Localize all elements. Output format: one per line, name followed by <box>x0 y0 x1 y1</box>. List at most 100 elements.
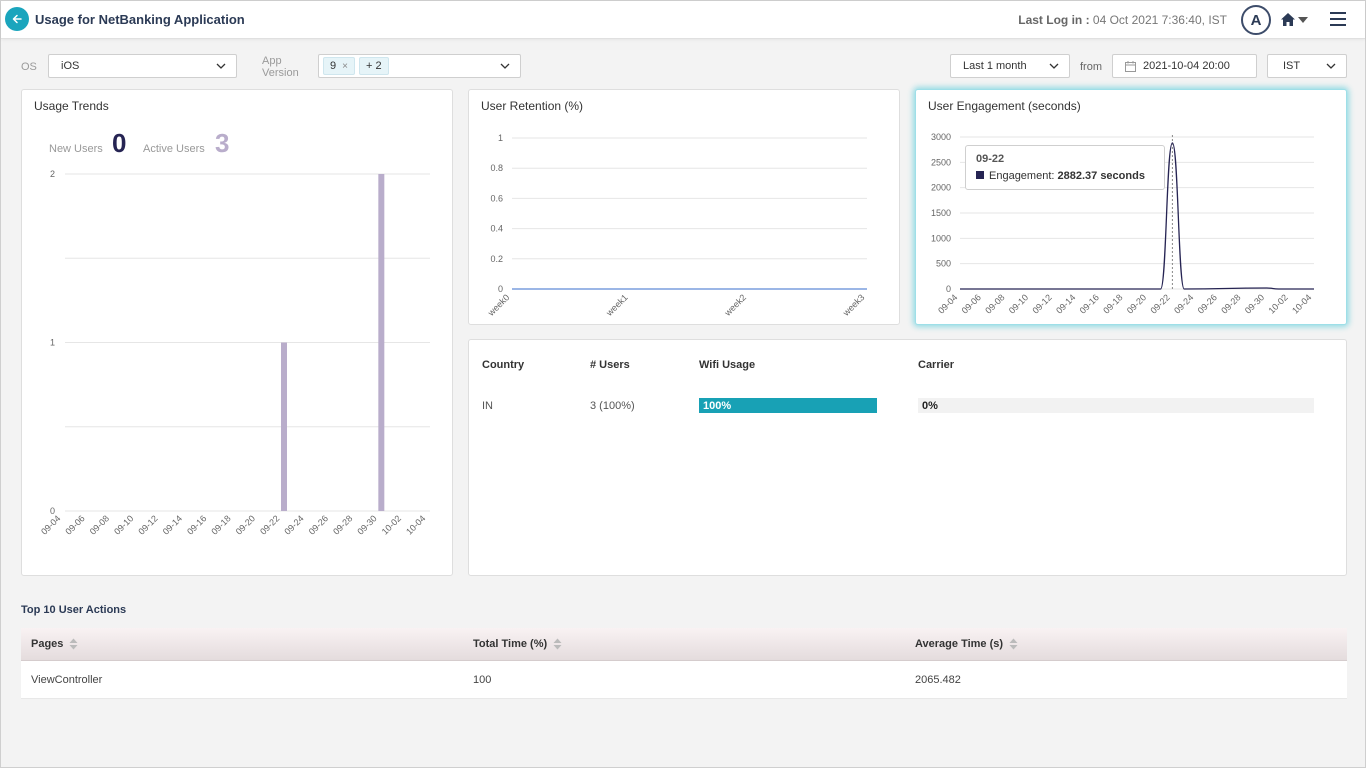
x-tick-label: 09-30 <box>355 513 378 536</box>
top-actions-table-header: Pages Total Time (%) Average Time (s) <box>21 628 1347 661</box>
back-button[interactable] <box>5 7 29 31</box>
timezone-value: IST <box>1283 60 1301 72</box>
user-avatar[interactable]: A <box>1241 5 1271 35</box>
top-actions-title: Top 10 User Actions <box>21 604 127 616</box>
x-tick-label: 10-02 <box>380 513 403 536</box>
carrier-header: Carrier <box>918 359 955 371</box>
users-header: # Users <box>590 359 630 371</box>
total-time-header-label: Total Time (%) <box>473 638 548 650</box>
y-tick-label: 2000 <box>931 183 951 193</box>
x-tick-label: 09-26 <box>307 513 330 536</box>
tooltip-value: 2882.37 seconds <box>1057 170 1145 182</box>
chip-remove-button[interactable]: × <box>342 60 348 72</box>
caret-down-icon <box>1298 16 1308 23</box>
date-range-select[interactable]: Last 1 month <box>950 54 1070 78</box>
y-tick-label: 0.8 <box>490 163 503 173</box>
chevron-down-icon <box>1049 63 1059 69</box>
series-line <box>960 142 1314 290</box>
wifi-usage-bar: 100% <box>699 398 877 413</box>
x-tick-label: 09-04 <box>39 513 62 536</box>
active-users-label: Active Users <box>143 143 205 155</box>
pages-column-header[interactable]: Pages <box>31 638 78 650</box>
page-title: Usage for NetBanking Application <box>35 12 245 27</box>
from-date-value: 2021-10-04 20:00 <box>1143 60 1230 72</box>
from-date-input[interactable]: 2021-10-04 20:00 <box>1112 54 1257 78</box>
bar <box>378 174 385 511</box>
user-retention-card: User Retention (%) 0 0.2 0.4 0.6 0.8 1 week0 we… <box>468 89 900 325</box>
total-time-cell: 100 <box>473 674 492 686</box>
x-tick-label: 09-12 <box>1030 292 1053 315</box>
sort-icon <box>553 638 562 650</box>
x-tick-label: week3 <box>840 292 866 318</box>
x-tick-label: week1 <box>604 292 630 318</box>
y-tick-label: 0 <box>946 284 951 294</box>
x-tick-label: 09-28 <box>1219 292 1242 315</box>
app-version-select[interactable]: 9 × + 2 <box>318 54 521 78</box>
x-tick-label: 09-24 <box>282 513 305 536</box>
x-tick-label: 09-20 <box>234 513 257 536</box>
x-tick-label: week2 <box>722 292 748 318</box>
series-swatch <box>976 171 984 179</box>
average-time-cell: 2065.482 <box>915 674 961 686</box>
y-tick-label: 3000 <box>931 132 951 142</box>
table-row: ViewController 100 2065.482 <box>21 661 1347 699</box>
x-tick-label: 09-20 <box>1125 292 1148 315</box>
average-time-column-header[interactable]: Average Time (s) <box>915 638 1018 650</box>
x-tick-label: 09-10 <box>1007 292 1030 315</box>
app-version-label: App Version <box>262 55 299 79</box>
x-tick-label: 09-16 <box>185 513 208 536</box>
usage-trends-card: Usage Trends New Users 0 Active Users 3 … <box>21 89 453 576</box>
user-engagement-card[interactable]: User Engagement (seconds) 0 500 1000 1500 20… <box>915 89 1347 325</box>
x-tick-label: 09-06 <box>63 513 86 536</box>
average-time-header-label: Average Time (s) <box>915 638 1004 650</box>
x-tick-label: 09-12 <box>136 513 159 536</box>
x-tick-label: 09-04 <box>936 292 959 315</box>
total-time-column-header[interactable]: Total Time (%) <box>473 638 562 650</box>
x-tick-label: 09-30 <box>1243 292 1266 315</box>
y-tick-label: 1500 <box>931 208 951 218</box>
y-tick-label: 0.4 <box>490 224 503 234</box>
os-select[interactable]: iOS <box>48 54 237 78</box>
tooltip-label: Engagement: <box>989 170 1058 182</box>
engagement-tooltip: 09-22 Engagement: 2882.37 seconds <box>965 145 1165 190</box>
tooltip-body: Engagement: 2882.37 seconds <box>976 170 1154 182</box>
x-tick-label: 09-26 <box>1196 292 1219 315</box>
y-tick-label: 1 <box>50 338 55 348</box>
timezone-select[interactable]: IST <box>1267 54 1347 78</box>
sort-icon <box>69 638 78 650</box>
user-engagement-title: User Engagement (seconds) <box>928 99 1081 113</box>
x-tick-label: 09-08 <box>983 292 1006 315</box>
user-retention-title: User Retention (%) <box>481 99 584 113</box>
last-login-label: Last Log in : <box>1018 13 1090 27</box>
hamburger-menu-icon[interactable] <box>1330 12 1346 26</box>
x-tick-label: 09-18 <box>1101 292 1124 315</box>
app-version-more-chip[interactable]: + 2 <box>358 57 389 75</box>
os-select-value: iOS <box>61 60 80 72</box>
x-tick-label: 10-04 <box>404 513 427 536</box>
sort-icon <box>1009 638 1018 650</box>
usage-trends-title: Usage Trends <box>34 99 109 113</box>
x-tick-label: 10-04 <box>1290 292 1313 315</box>
home-menu[interactable] <box>1280 12 1308 27</box>
y-tick-label: 1 <box>498 133 503 143</box>
date-range-value: Last 1 month <box>963 60 1027 72</box>
chevron-down-icon <box>1326 63 1336 69</box>
wifi-usage-header: Wifi Usage <box>699 359 756 371</box>
country-cell: IN <box>482 400 493 412</box>
bar <box>281 342 287 511</box>
x-tick-label: 09-14 <box>161 513 184 536</box>
x-tick-label: 09-16 <box>1078 292 1101 315</box>
user-retention-chart: 0 0.2 0.4 0.6 0.8 1 week0 week1 week2 week3 <box>485 133 867 319</box>
pages-header-label: Pages <box>31 638 64 650</box>
app-version-label-line1: App <box>262 55 282 67</box>
carrier-bar: 0% <box>918 398 1314 413</box>
app-version-chip-label: 9 <box>330 60 337 72</box>
x-tick-label: 09-28 <box>331 513 354 536</box>
arrow-left-icon <box>12 14 22 24</box>
x-tick-label: week0 <box>485 292 511 318</box>
last-login-info: Last Log in : 04 Oct 2021 7:36:40, IST <box>1018 13 1227 27</box>
y-tick-label: 500 <box>936 259 951 269</box>
chevron-down-icon <box>500 63 510 69</box>
